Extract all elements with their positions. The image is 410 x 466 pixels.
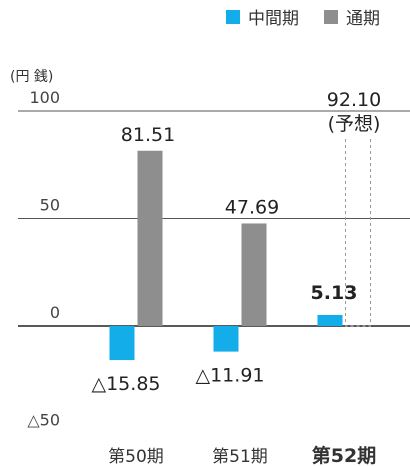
value-label-annual-forecast: 92.10 [327, 89, 381, 111]
legend-swatch-annual [324, 10, 338, 24]
y-tick-label: △50 [27, 411, 60, 430]
category-label: 第50期 [108, 447, 164, 466]
forecast-label: (予想) [328, 113, 381, 135]
bar-interim [317, 314, 343, 326]
y-axis-unit-label: (円 銭) [10, 69, 53, 85]
legend-swatch-interim [226, 10, 240, 24]
value-label-interim: △11.91 [195, 365, 264, 387]
legend-label-annual: 通期 [346, 9, 380, 29]
bar-annual [137, 150, 163, 326]
category-label: 第51期 [212, 447, 268, 466]
category-label: 第52期 [312, 444, 376, 466]
legend-label-interim: 中間期 [248, 9, 299, 29]
y-tick-label: 100 [29, 88, 60, 107]
chart-legend: 中間期 通期 [226, 9, 380, 29]
forecast-label-background [308, 111, 400, 136]
bar-layer [109, 127, 371, 361]
value-label-interim: △15.85 [91, 373, 160, 395]
grid-layer: 100 50 0 △50 [18, 88, 410, 430]
bar-interim [109, 326, 135, 361]
y-tick-label: 0 [50, 303, 60, 322]
value-label-annual: 47.69 [225, 196, 279, 218]
y-tick-label: 50 [40, 196, 60, 215]
value-label-annual: 81.51 [121, 124, 175, 146]
bar-interim [213, 326, 239, 352]
label-layer: 第50期 第51期 第52期 △15.85 81.51 △11.91 47.69 5.13 92… [91, 89, 400, 466]
bar-annual [241, 223, 267, 326]
value-label-interim: 5.13 [311, 282, 358, 304]
